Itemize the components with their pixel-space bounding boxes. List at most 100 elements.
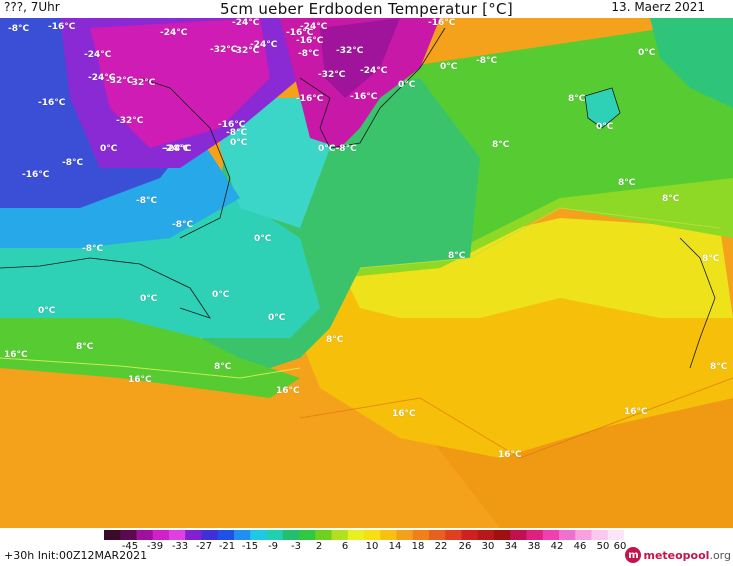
temperature-label-zero: 0°C xyxy=(212,290,230,300)
colorbar-segment xyxy=(234,530,251,540)
colorbar-tick-label: -15 xyxy=(241,541,259,552)
magenta-core-west xyxy=(90,18,270,148)
temperature-label-zero: 0°C xyxy=(398,80,416,90)
colorbar-segment xyxy=(542,530,560,540)
temperature-label-cold: -16°C xyxy=(286,28,314,38)
colorbar-segment xyxy=(364,530,381,540)
run-info: +30h Init:00Z12MAR2021 xyxy=(4,549,147,562)
colorbar-tick-label: 60 xyxy=(613,541,627,552)
temperature-label-cold: -8°C xyxy=(8,24,30,34)
temperature-label-cold: -16°C xyxy=(350,92,378,102)
temperature-label-hot: 16°C xyxy=(624,407,648,417)
colorbar-segment xyxy=(575,530,592,540)
temperature-label-hot: 16°C xyxy=(392,409,416,419)
temperature-label-cold: -16°C xyxy=(48,22,76,32)
colorbar-tick-label: -33 xyxy=(171,541,189,552)
colorbar-segment xyxy=(429,530,446,540)
island-northeast xyxy=(585,88,620,128)
temperature-label-cold: -8°C xyxy=(298,49,320,59)
temperature-label-cold: -24°C xyxy=(250,40,278,50)
colorbar-tick-label: 38 xyxy=(527,541,541,552)
colorbar-tick-label: 14 xyxy=(388,541,402,552)
init-time: Init:00Z12MAR2021 xyxy=(37,549,148,562)
colorbar-segment xyxy=(380,530,397,540)
colorbar-segment xyxy=(510,530,527,540)
temperature-label-hot: 16°C xyxy=(128,375,152,385)
colorbar-segment xyxy=(266,530,284,540)
colorbar-segment xyxy=(607,530,624,540)
colorbar-tick-label: 10 xyxy=(365,541,379,552)
temperature-label-zero: 0°C xyxy=(100,144,118,154)
run-label: ???, 7Uhr xyxy=(4,0,60,14)
map-title: 5cm ueber Erdboden Temperatur [°C] xyxy=(220,0,513,18)
colorbar-ticks: -45 -39 -33 -27 -21 -15 -9 -3 2 6 10 14 18 22 26 30 34 38… xyxy=(110,541,630,553)
temperature-label-cold: -8°C xyxy=(82,244,104,254)
temperature-label-warm: 8°C xyxy=(702,254,720,264)
colorbar-tick-label: -27 xyxy=(195,541,213,552)
temperature-label-cold: -24°C xyxy=(88,73,116,83)
temperature-label-cold: -16°C xyxy=(296,36,324,46)
colorbar-segment xyxy=(152,530,170,540)
colorbar-tick-label: -9 xyxy=(268,541,278,552)
temperature-label-warm: 8°C xyxy=(662,194,680,204)
temperature-label-warm: 8°C xyxy=(326,335,344,345)
colorbar-segment xyxy=(104,530,121,540)
colorbar-tick-label: -45 xyxy=(121,541,139,552)
isotherm-8 xyxy=(0,357,301,379)
colorbar-segment xyxy=(445,530,462,540)
colorbar-segment xyxy=(282,530,300,540)
northeast-land-area xyxy=(650,18,733,108)
temperature-label-zero: 0°C xyxy=(596,122,614,132)
colorbar-tick-label: 26 xyxy=(458,541,472,552)
temperature-label-cold: -24°C xyxy=(162,144,190,154)
colorbar-tick-label: -21 xyxy=(218,541,236,552)
temperature-label-cold: -24°C xyxy=(300,22,328,32)
temperature-label-cold: -24°C xyxy=(84,50,112,60)
warm-ocean-southeast xyxy=(430,378,733,528)
temperature-label-zero: 0°C xyxy=(230,138,248,148)
colorbar-tick-label: -3 xyxy=(291,541,301,552)
colorbar-segment xyxy=(396,530,414,540)
colorbar-segment xyxy=(250,530,267,540)
colorbar-segment xyxy=(494,530,511,540)
colorbar-tick-label: 18 xyxy=(411,541,425,552)
colorbar-segment xyxy=(169,530,186,540)
temperature-label-cold: -8°C xyxy=(226,128,248,138)
coastline-greenland xyxy=(299,27,446,149)
temperature-label-cold: -32°C xyxy=(336,46,364,56)
coastline-west xyxy=(0,257,211,319)
colorbar-tick-label: 46 xyxy=(573,541,587,552)
colorbar-segment xyxy=(412,530,430,540)
temperature-label-cold: -24°C xyxy=(164,144,192,154)
meteopool-logo[interactable]: m meteopool.org xyxy=(625,546,731,564)
coastline-island xyxy=(584,87,621,129)
colorbar-segment xyxy=(136,530,154,540)
temperature-label-cold: -32°C xyxy=(210,45,238,55)
temperature-label-hot: 16°C xyxy=(4,350,28,360)
logo-icon: m xyxy=(625,547,642,563)
colorbar-segment xyxy=(559,530,576,540)
temperature-label-warm: 8°C xyxy=(448,251,466,261)
temperature-label-cold: -24°C xyxy=(360,66,388,76)
valid-date: 13. Maerz 2021 xyxy=(611,0,705,14)
temperature-label-zero: 0°C xyxy=(254,234,272,244)
colorbar-segment xyxy=(526,530,544,540)
temperature-field xyxy=(0,18,733,528)
colorbar-tick-label: 42 xyxy=(550,541,564,552)
colorbar-tick-label: 2 xyxy=(315,541,323,552)
temperature-label-cold: -32°C xyxy=(128,78,156,88)
yellow-band xyxy=(340,218,733,318)
temperature-label-cold: -32°C xyxy=(318,70,346,80)
temperature-label-cold: -16°C xyxy=(38,98,66,108)
colorbar-tick-label: 30 xyxy=(481,541,495,552)
temperature-label-hot: 16°C xyxy=(498,450,522,460)
temperature-label-zero: 0°C xyxy=(440,62,458,72)
temperature-label-cold: -8°C xyxy=(172,220,194,230)
temperature-label-zero: 0°C xyxy=(638,48,656,58)
colorbar-tick-label: 6 xyxy=(341,541,349,552)
colorbar-segment xyxy=(331,530,349,540)
temperature-label-warm: 8°C xyxy=(568,94,586,104)
temperature-label-zero: 0°C xyxy=(140,294,158,304)
colorbar-tick-label: 34 xyxy=(504,541,518,552)
logo-text: meteopool.org xyxy=(643,548,731,562)
